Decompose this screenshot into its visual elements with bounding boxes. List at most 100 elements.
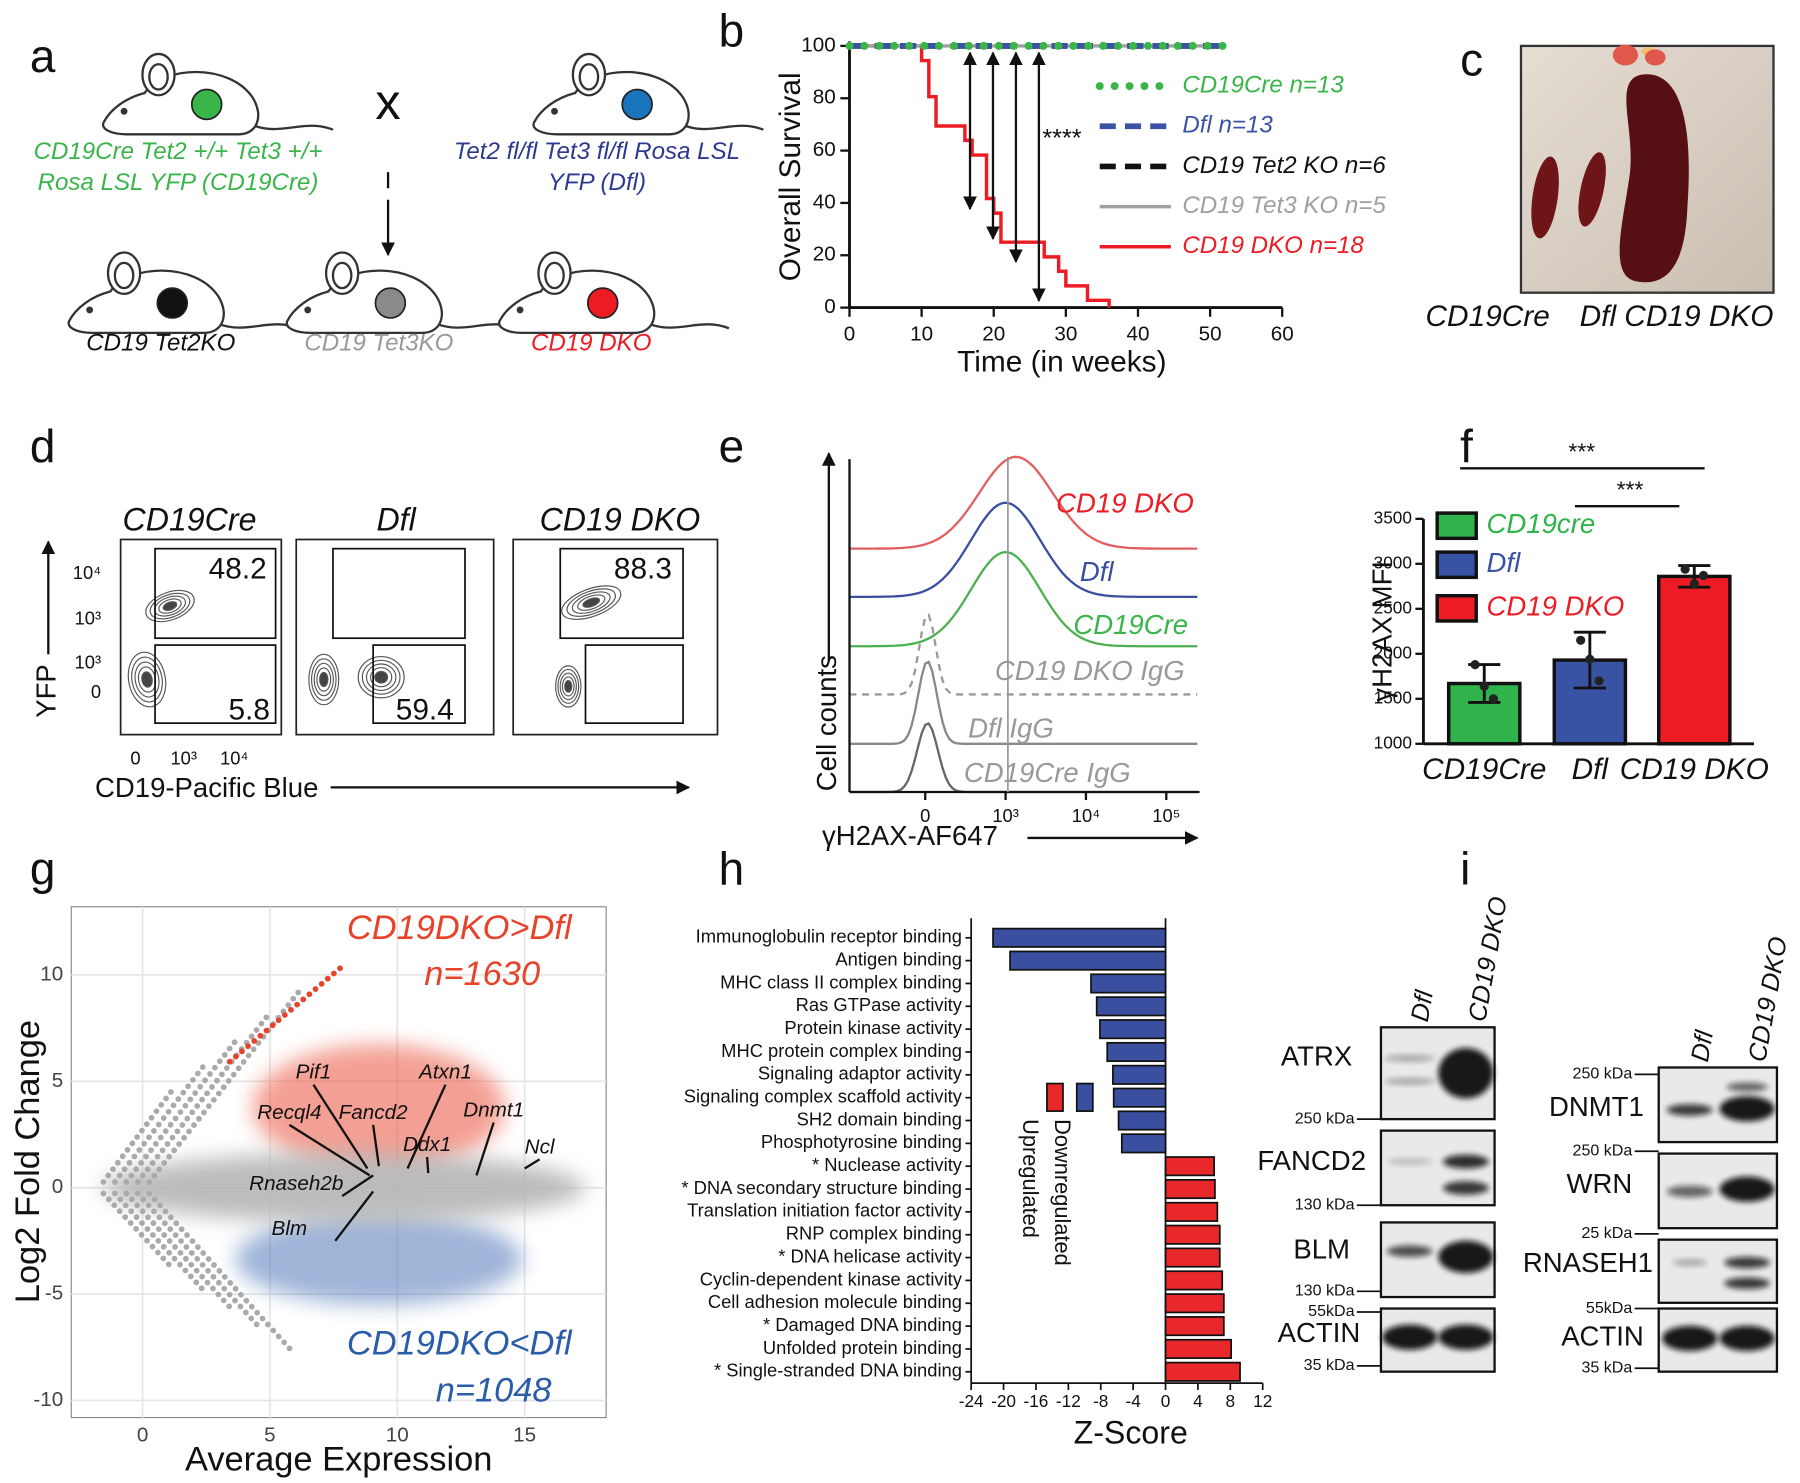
protein-label: FANCD2 — [1257, 1145, 1366, 1176]
contour — [145, 589, 195, 623]
y-tick-label: 20 — [813, 243, 836, 266]
contour — [561, 585, 622, 620]
legend-swatch — [1075, 1082, 1094, 1112]
contour — [566, 588, 616, 617]
bar — [1164, 1156, 1215, 1177]
y-tick-label: 10⁴ — [73, 562, 101, 583]
gene-pointer — [524, 1158, 541, 1170]
x-tick-label: 10 — [386, 1423, 409, 1446]
legend-label: Dfl n=13 — [1182, 112, 1273, 139]
y-tick-label: 3000 — [1374, 552, 1412, 572]
x-tick-label: 30 — [1054, 323, 1077, 346]
data-point — [1585, 654, 1595, 664]
gate — [584, 644, 684, 724]
data-point — [1594, 676, 1604, 686]
contour — [162, 601, 178, 611]
legend-label: CD19 DKO n=18 — [1182, 232, 1364, 259]
category-label: Phosphotyrosine binding — [761, 1131, 962, 1152]
contour — [134, 661, 160, 698]
y-tick-label: 5 — [52, 1069, 64, 1092]
x-tick-label: 10⁴ — [1072, 805, 1100, 826]
x-tick-label: Dfl — [1572, 753, 1610, 786]
blot-band — [1719, 1325, 1775, 1351]
data-point — [1470, 660, 1480, 670]
contour — [308, 653, 340, 706]
data-point — [1698, 570, 1709, 581]
x-tick-label: 0 — [130, 748, 140, 769]
gene-pointer — [372, 1124, 381, 1167]
gene-label: Atxn1 — [417, 1061, 472, 1084]
genotype-dot — [190, 88, 223, 121]
lane-label: CD19 DKO — [1743, 935, 1793, 1064]
size-marker: 250 kDa — [1573, 1065, 1633, 1083]
blot-band — [1382, 1324, 1438, 1350]
gate-percent: 59.4 — [396, 694, 454, 727]
category-label: MHC protein complex binding — [721, 1040, 962, 1061]
point-streak — [112, 1190, 205, 1292]
y-axis-title: Overall Survival — [774, 72, 807, 281]
significance: *** — [1568, 438, 1595, 464]
y-tick-label: -5 — [45, 1282, 63, 1305]
organ-label: CD19 DKO — [1624, 300, 1773, 333]
blot-band — [1719, 1176, 1775, 1202]
category-label: Antigen binding — [835, 948, 962, 969]
panel-letter: h — [719, 842, 745, 894]
category-label: Ras GTPase activity — [796, 994, 963, 1015]
contour — [582, 597, 601, 608]
bar — [1090, 973, 1167, 994]
blot-band — [1724, 1256, 1771, 1269]
x-tick-label: 20 — [982, 323, 1005, 346]
blot-band — [1386, 1158, 1433, 1166]
gate — [372, 644, 466, 724]
x-tick-label: 8 — [1226, 1391, 1236, 1411]
y-axis-title: Log2 Fold Change — [9, 1020, 47, 1303]
y-axis-title: YFP — [31, 664, 62, 718]
y-tick-label: 10³ — [75, 651, 102, 672]
contour — [316, 667, 332, 692]
y-tick-label: 3500 — [1374, 507, 1412, 527]
x-tick-label: 10⁵ — [1152, 805, 1180, 826]
category-label: Unfolded protein binding — [763, 1337, 962, 1358]
blot-band — [1672, 1259, 1707, 1267]
gate-percent: 48.2 — [209, 552, 267, 585]
x-tick-label: -16 — [1024, 1391, 1049, 1411]
y-axis-title: Cell counts — [811, 655, 842, 791]
blot-band — [1666, 1185, 1713, 1198]
bar — [1164, 1361, 1241, 1382]
blot-band — [1384, 1077, 1435, 1085]
point-streak — [226, 963, 346, 1065]
bar — [1106, 1041, 1167, 1063]
histogram-label: CD19 DKO — [1056, 487, 1194, 518]
point-streak — [123, 1190, 235, 1313]
lane-label: Dfl — [1406, 987, 1439, 1024]
point-streak — [146, 986, 304, 1185]
legend-label: Upregulated — [1018, 1119, 1043, 1238]
gene-label: Pif1 — [296, 1061, 332, 1084]
bar — [1117, 1110, 1167, 1131]
size-marker: 250 kDa — [1295, 1109, 1355, 1127]
blot-band — [1724, 1277, 1771, 1290]
size-marker: 250 kDa — [1573, 1142, 1633, 1160]
gene-pointer — [425, 1156, 430, 1174]
blot-band — [1662, 1325, 1718, 1351]
blot-band — [1442, 1154, 1489, 1169]
contour — [127, 651, 167, 708]
contour — [571, 591, 611, 614]
protein-label: ATRX — [1281, 1041, 1352, 1072]
bar — [992, 927, 1167, 948]
contour — [131, 656, 163, 703]
x-tick-label: -24 — [959, 1391, 984, 1411]
blot-band — [1442, 1181, 1489, 1195]
offspring-label: CD19 DKO — [531, 330, 652, 357]
gene-pointer — [312, 1084, 369, 1170]
offspring-label: CD19 Tet2KO — [86, 330, 235, 357]
parent-label: CD19Cre Tet2 +/+ Tet3 +/+ — [34, 138, 323, 165]
panel-letter: d — [30, 420, 56, 472]
gene-pointer — [406, 1084, 447, 1169]
contour — [313, 662, 334, 697]
x-tick-label: CD19 DKO — [1620, 753, 1769, 786]
x-tick-label: 0 — [1161, 1391, 1171, 1411]
bar — [1095, 996, 1167, 1017]
histogram-label: Dfl — [1080, 556, 1115, 587]
blot-band — [1438, 1324, 1494, 1350]
